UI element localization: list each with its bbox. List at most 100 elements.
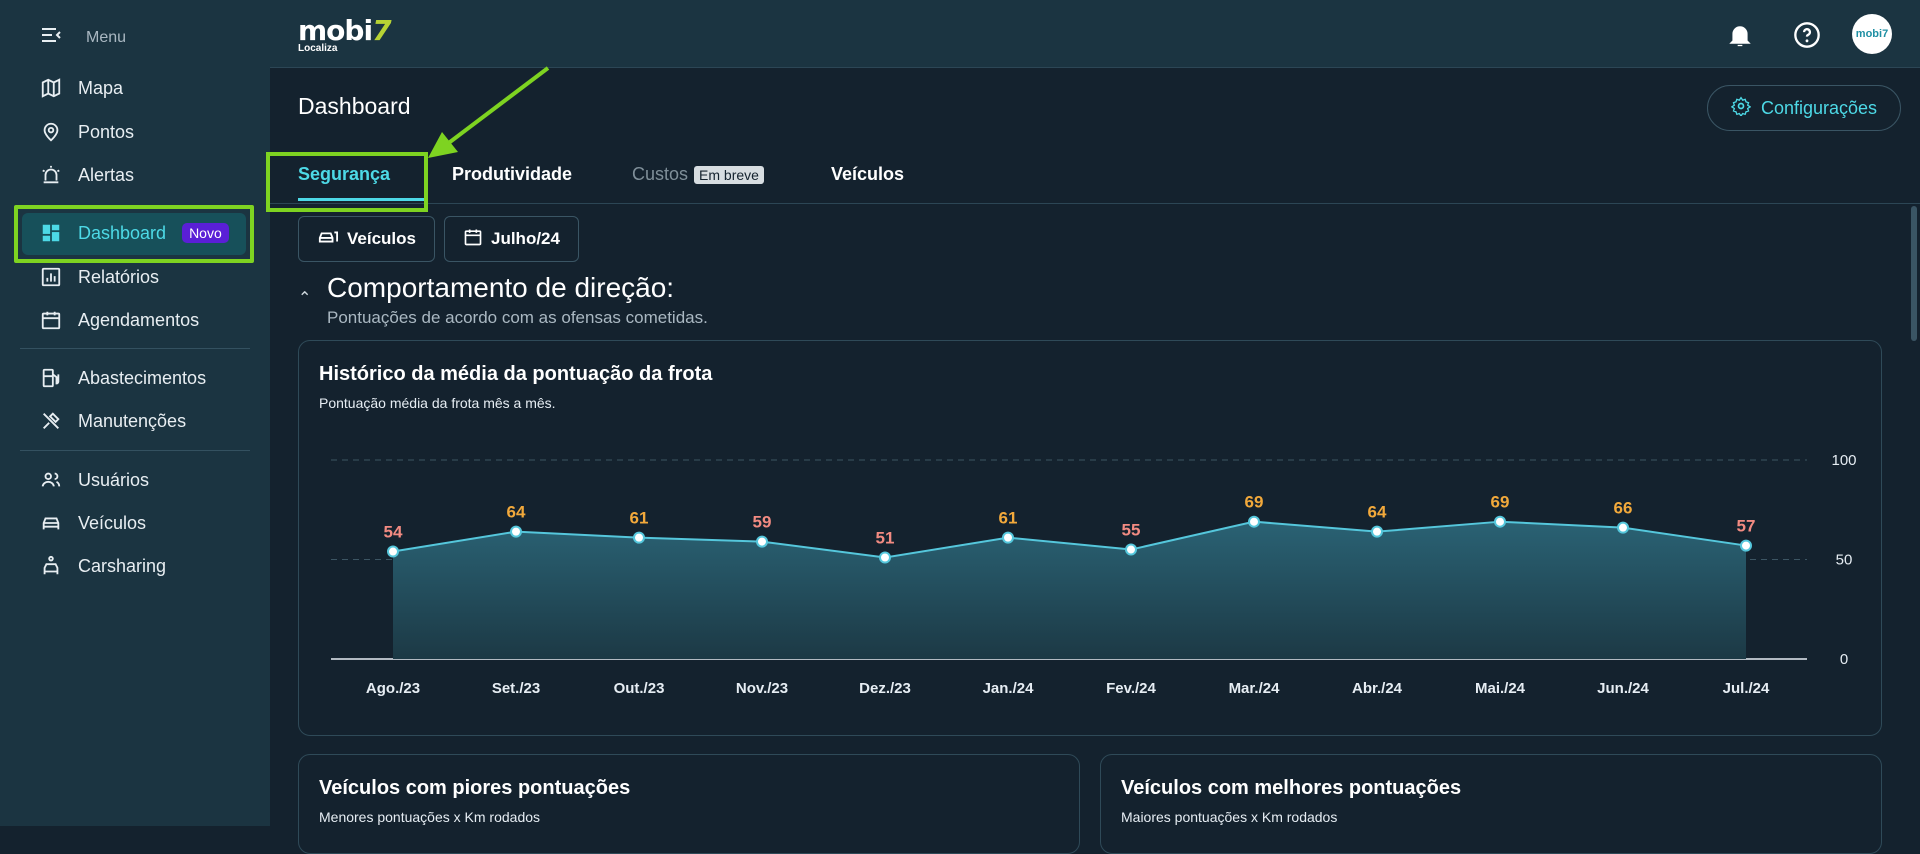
sidebar-item-relatorios[interactable]: Relatórios (40, 263, 159, 291)
sidebar-item-carsharing[interactable]: Carsharing (40, 552, 166, 580)
brand-name: mobi (298, 14, 373, 47)
data-point (1248, 515, 1260, 528)
calendar-icon (463, 227, 483, 252)
sidebar-item-label: Dashboard (78, 222, 167, 243)
users-icon (40, 469, 62, 491)
period-filter-button[interactable]: Julho/24 (444, 216, 579, 262)
data-label: 69 (1245, 493, 1264, 512)
data-label: 61 (999, 509, 1018, 528)
annotation-arrow (428, 66, 550, 158)
avatar[interactable]: mobi7 (1852, 14, 1892, 54)
sidebar-item-mapa[interactable]: Mapa (40, 74, 123, 102)
x-tick-label: Abr./24 (1352, 680, 1403, 697)
sidebar-item-usuarios[interactable]: Usuários (40, 466, 149, 494)
tab-custos: Custos Em breve (632, 164, 764, 185)
filter-label: Julho/24 (491, 229, 560, 248)
map-icon (40, 77, 62, 99)
best-subtitle: Maiores pontuações x Km rodados (1121, 809, 1338, 825)
sidebar-item-label: Mapa (78, 77, 124, 98)
data-point (756, 535, 768, 548)
sidebar-item-label: Relatórios (78, 266, 160, 287)
sidebar-item-veiculos[interactable]: Veículos (40, 509, 146, 537)
tab-veiculos[interactable]: Veículos (831, 164, 905, 184)
data-label: 54 (384, 523, 403, 542)
brand-accent: 7 (372, 14, 392, 47)
data-point (1740, 539, 1752, 552)
x-tick-label: Ago./23 (366, 680, 420, 697)
sidebar-item-alertas[interactable]: Alertas (40, 161, 134, 189)
tabs-divider (270, 203, 1920, 204)
data-label: 61 (630, 509, 649, 528)
sidebar-item-manutencoes[interactable]: Manutenções (40, 407, 186, 435)
chart-subtitle: Pontuação média da frota mês a mês. (319, 395, 556, 411)
annotation-highlight-dashboard (14, 205, 254, 263)
sidebar-item-dashboard[interactable]: Dashboard Novo (40, 219, 229, 247)
new-badge: Novo (182, 223, 229, 243)
pin-icon (40, 121, 62, 143)
sidebar-item-abastecimentos[interactable]: Abastecimentos (40, 364, 206, 392)
logo[interactable]: mobi7 Localiza (298, 14, 392, 54)
sidebar-item-label: Veículos (78, 512, 147, 533)
data-label: 66 (1614, 499, 1633, 518)
filter-label: Veículos (347, 229, 416, 248)
data-label: 59 (753, 513, 772, 532)
tab-produtividade[interactable]: Produtividade (452, 164, 573, 184)
collapse-caret-icon[interactable]: ⌃ (298, 290, 312, 307)
tab-active-indicator (298, 198, 424, 201)
page-title: Dashboard (298, 93, 411, 119)
car-icon (40, 512, 62, 534)
sidebar-item-label: Agendamentos (78, 309, 200, 330)
tab-label: Custos (632, 164, 689, 184)
chart-svg: 0 50 100 54 Ago./23 64 Set./23 61 Out./23 59 Nov./… (331, 452, 1857, 697)
data-label: 69 (1491, 493, 1510, 512)
data-point (633, 531, 645, 544)
data-label: 51 (876, 529, 895, 548)
series-line (392, 520, 1747, 559)
car-icon (317, 227, 339, 252)
coming-soon-badge: Em breve (694, 166, 764, 184)
calendar-icon (40, 309, 62, 331)
sidebar-item-label: Alertas (78, 164, 135, 185)
worst-title: Veículos com piores pontuações (319, 777, 631, 799)
sidebar: Menu Mapa Pontos Alertas Dashboard Novo … (0, 0, 270, 826)
config-label: Configurações (1760, 97, 1878, 118)
data-point (1494, 515, 1506, 528)
data-point (1002, 531, 1014, 544)
config-button[interactable]: Configurações (1707, 85, 1901, 131)
top-bar: mobi7 Localiza (270, 0, 1920, 68)
siren-icon (40, 164, 62, 186)
report-icon (40, 266, 62, 288)
sidebar-item-label: Manutenções (78, 410, 187, 431)
data-label: 64 (507, 503, 526, 522)
tab-seguranca[interactable]: Segurança (298, 164, 391, 184)
brand-sub: Localiza (298, 43, 338, 54)
annotation-highlight-tab (266, 152, 428, 212)
data-point (387, 545, 399, 558)
data-label: 57 (1737, 517, 1756, 536)
x-tick-label: Mar./24 (1229, 680, 1281, 697)
x-tick-label: Jun./24 (1597, 680, 1649, 697)
x-tick-label: Nov./23 (736, 680, 788, 697)
fuel-icon (40, 367, 62, 389)
fleet-score-chart-card: Histórico da média da pontuação da frota… (298, 340, 1882, 736)
vehicles-filter-button[interactable]: Veículos (298, 216, 435, 262)
worst-vehicles-card: Veículos com piores pontuações Menores p… (298, 754, 1080, 854)
x-tick-label: Out./23 (614, 680, 665, 697)
x-tick-label: Set./23 (492, 680, 540, 697)
section-subtitle: Pontuações de acordo com as ofensas come… (327, 308, 708, 327)
data-point (1125, 543, 1137, 556)
y-tick-label: 100 (1831, 452, 1856, 469)
data-label: 64 (1368, 503, 1387, 522)
best-title: Veículos com melhores pontuações (1121, 777, 1462, 799)
menu-toggle[interactable]: Menu (40, 26, 126, 49)
x-tick-label: Mai./24 (1475, 680, 1526, 697)
notification-bell-icon[interactable] (1723, 18, 1757, 52)
sidebar-item-label: Carsharing (78, 555, 167, 576)
menu-collapse-icon (40, 26, 62, 49)
sidebar-item-pontos[interactable]: Pontos (40, 118, 134, 146)
help-icon[interactable] (1790, 18, 1824, 52)
worst-subtitle: Menores pontuações x Km rodados (319, 809, 541, 825)
scrollbar[interactable] (1911, 206, 1917, 341)
x-tick-label: Dez./23 (859, 680, 911, 697)
sidebar-item-agendamentos[interactable]: Agendamentos (40, 306, 199, 334)
